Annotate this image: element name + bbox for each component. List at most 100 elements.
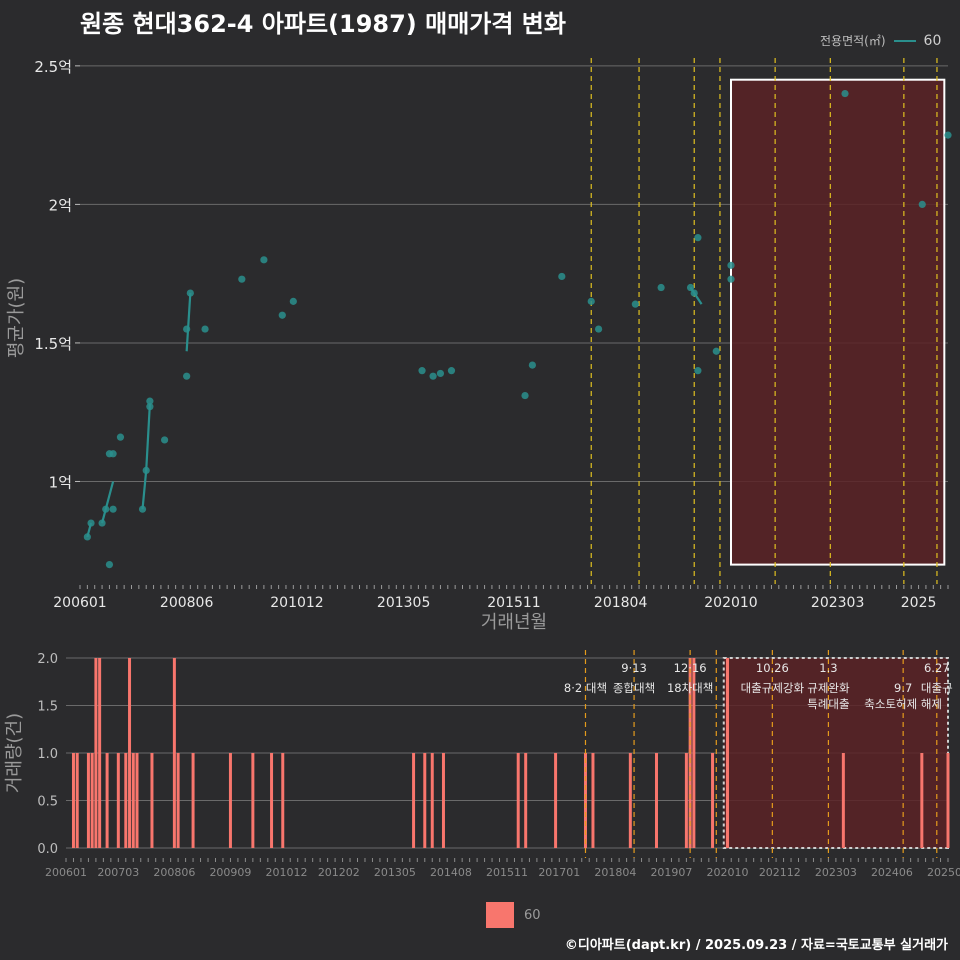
data-point: [631, 300, 639, 308]
data-point: [146, 403, 154, 411]
volume-bar: [281, 753, 285, 848]
volume-bar: [524, 753, 528, 848]
y-axis-title: 거래량(건): [4, 713, 25, 793]
volume-bar: [684, 753, 688, 848]
volume-bar: [150, 753, 154, 848]
data-point: [238, 275, 246, 283]
volume-bar: [228, 753, 232, 848]
x-tick-label: 200909: [209, 866, 251, 879]
x-tick-label: 201511: [486, 866, 528, 879]
volume-bar: [135, 753, 139, 848]
volume-bar: [628, 753, 632, 848]
legend-title: 전용면적(㎡): [820, 34, 886, 48]
policy-annotation: 12·16: [674, 661, 707, 675]
data-point: [694, 367, 702, 375]
highlight-region: [730, 78, 946, 566]
data-point: [83, 533, 91, 541]
x-tick-label: 202112: [759, 866, 801, 879]
data-point: [694, 234, 702, 242]
policy-annotation: 축소토허제 해제: [864, 697, 942, 711]
x-tick-label: 201305: [377, 595, 430, 611]
x-tick-label: 202303: [811, 595, 864, 611]
policy-annotation: 8·2 대책: [564, 681, 607, 695]
x-tick-label: 202406: [871, 866, 913, 879]
data-point: [186, 289, 194, 297]
volume-bar: [71, 753, 75, 848]
data-point: [116, 433, 125, 441]
volume-bar: [270, 753, 274, 848]
policy-annotation: 대출규: [921, 681, 953, 695]
volume-bar: [172, 658, 176, 848]
legend-line-swatch: [893, 39, 916, 42]
x-tick-label: 201804: [594, 595, 648, 611]
policy-annotation: 6.27: [924, 661, 950, 675]
x-tick-label: 200806: [160, 595, 214, 611]
volume-bar: [105, 753, 109, 848]
x-tick-label: 201305: [374, 866, 416, 879]
x-tick-label: 201804: [594, 866, 636, 879]
volume-bar: [191, 753, 195, 848]
data-point: [109, 450, 117, 458]
volume-bar: [516, 753, 520, 848]
volume-bar: [124, 753, 128, 848]
volume-bar: [441, 753, 445, 848]
volume-bar: [128, 658, 132, 848]
data-point: [587, 297, 595, 305]
x-axis-title: 거래년월: [481, 612, 547, 633]
data-point: [690, 289, 698, 297]
volume-bar: [946, 753, 950, 848]
data-point: [102, 505, 110, 513]
data-point: [436, 369, 445, 378]
x-tick-label: 202509: [927, 866, 960, 879]
data-point: [841, 89, 849, 98]
x-tick-label: 201408: [430, 866, 472, 879]
data-point: [429, 372, 437, 380]
policy-annotation: 종합대책: [613, 681, 655, 695]
volume-bar: [841, 753, 845, 848]
legend-bar-swatch: [486, 902, 514, 928]
volume-bar: [654, 753, 658, 848]
volume-bar: [86, 753, 90, 848]
legend-label: 60: [923, 32, 942, 49]
volume-bar: [412, 753, 416, 848]
data-point: [160, 436, 169, 444]
x-tick-label: 201012: [270, 595, 323, 611]
policy-annotation: 특례대출: [807, 697, 849, 711]
data-point: [521, 391, 529, 400]
volume-bar: [116, 753, 120, 848]
data-point: [98, 519, 106, 527]
policy-annotation: 대출규제강화: [741, 681, 805, 695]
data-point: [278, 311, 286, 319]
data-point: [289, 297, 297, 305]
data-point: [418, 367, 426, 375]
data-point: [727, 261, 735, 269]
price-legend: 전용면적(㎡) 60: [820, 32, 941, 49]
y-tick-label: 0.0: [37, 842, 58, 857]
data-point: [594, 325, 603, 333]
data-point: [138, 505, 147, 513]
data-point: [87, 519, 95, 527]
volume-bar: [554, 753, 558, 848]
y-tick-label: 2.5억: [34, 58, 72, 76]
page-title: 원종 현대362-4 아파트(1987) 매매가격 변화: [80, 10, 566, 38]
data-point: [142, 466, 150, 474]
volume-bar: [726, 658, 729, 848]
y-tick-label: 0.5: [37, 795, 58, 810]
volume-bar: [430, 753, 434, 848]
x-tick-label: 201907: [650, 866, 692, 879]
footer-credit: ©디아파트(dapt.kr) / 2025.09.23 / 자료=국토교통부 실…: [564, 938, 948, 953]
volume-bar: [176, 753, 180, 848]
volume-bar: [711, 753, 715, 848]
data-point: [260, 256, 268, 264]
policy-annotation: 10.26: [756, 661, 789, 675]
data-point: [727, 275, 735, 283]
y-tick-label: 1.5억: [34, 335, 72, 353]
x-tick-label: 201012: [266, 866, 308, 879]
data-point: [657, 283, 665, 292]
y-tick-label: 2억: [49, 196, 72, 214]
policy-annotation: 9.7: [894, 681, 912, 695]
data-point: [146, 397, 154, 405]
price-chart: 1억 1.5억 2억 2.5억 200601 200806 201012 201305 2015…: [6, 58, 952, 633]
volume-bar: [75, 753, 79, 848]
policy-annotation: 규제완화: [807, 681, 850, 695]
